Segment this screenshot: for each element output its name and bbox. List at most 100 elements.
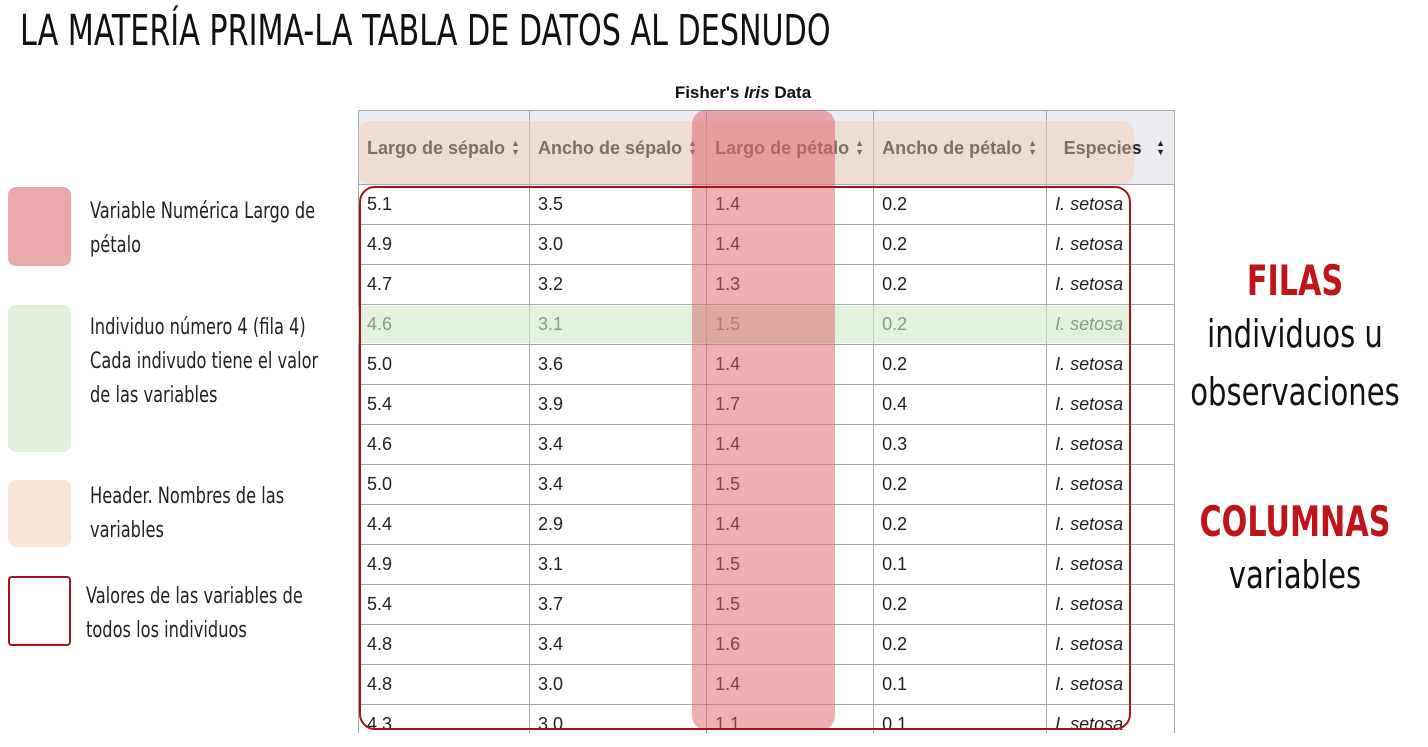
iris-table: Largo de sépalo ▲ ▼ Ancho de sépalo ▲ ▼ Larg…	[357, 110, 1176, 745]
table-row: 4.6 3.1 1.5 0.2 I. setosa	[357, 304, 1176, 345]
column-header-petal-length[interactable]: Largo de pétalo ▲ ▼	[706, 110, 875, 185]
table-row: 5.4 3.7 1.5 0.2 I. setosa	[357, 584, 1176, 625]
value-cell: 3.4	[529, 624, 708, 665]
species-cell: I. setosa	[1046, 664, 1176, 705]
value-cell: 1.4	[706, 184, 875, 225]
value-cell: 1.4	[706, 224, 875, 265]
bottom-clip	[0, 733, 1428, 747]
value-cell: 3.2	[529, 264, 708, 305]
table-row: 4.8 3.0 1.4 0.1 I. setosa	[357, 664, 1176, 705]
rows-subtitle-line1: individuos u	[1207, 312, 1383, 356]
table-row: 5.4 3.9 1.7 0.4 I. setosa	[357, 384, 1176, 425]
legend-swatch-orange	[8, 480, 71, 547]
value-cell: 2.9	[529, 504, 708, 545]
legend-text: Individuo número 4 (fila 4) Cada indivud…	[90, 315, 319, 408]
value-cell: 3.1	[529, 544, 708, 585]
value-cell: 1.7	[706, 384, 875, 425]
species-cell: I. setosa	[1046, 504, 1176, 545]
value-cell: 3.4	[529, 464, 708, 505]
rows-heading: FILAS	[1246, 256, 1344, 305]
value-cell: 4.7	[357, 264, 531, 305]
table-row: 4.4 2.9 1.4 0.2 I. setosa	[357, 504, 1176, 545]
value-cell: 3.0	[529, 664, 708, 705]
value-cell: 0.2	[873, 584, 1048, 625]
value-cell: 5.4	[357, 584, 531, 625]
species-cell: I. setosa	[1046, 224, 1176, 265]
legend-text: Valores de las variables de todos los in…	[86, 584, 303, 643]
table-row: 5.0 3.4 1.5 0.2 I. setosa	[357, 464, 1176, 505]
value-cell: 0.2	[873, 504, 1048, 545]
value-cell: 0.2	[873, 264, 1048, 305]
legend-swatch-red	[8, 187, 71, 266]
legend-swatch-green	[8, 305, 71, 452]
value-cell: 5.4	[357, 384, 531, 425]
value-cell: 5.0	[357, 464, 531, 505]
columns-explanation: COLUMNAS variables	[1170, 497, 1420, 604]
value-cell: 0.3	[873, 424, 1048, 465]
value-cell: 4.9	[357, 224, 531, 265]
value-cell: 4.8	[357, 624, 531, 665]
value-cell: 3.5	[529, 184, 708, 225]
table-row: 5.1 3.5 1.4 0.2 I. setosa	[357, 184, 1176, 225]
table-row: 4.7 3.2 1.3 0.2 I. setosa	[357, 264, 1176, 305]
value-cell: 3.0	[529, 224, 708, 265]
rows-explanation: FILAS individuos u observaciones	[1170, 256, 1420, 421]
value-cell: 0.2	[873, 344, 1048, 385]
value-cell: 0.2	[873, 224, 1048, 265]
value-cell: 1.5	[706, 544, 875, 585]
columns-subtitle: variables	[1228, 553, 1362, 597]
species-cell: I. setosa	[1046, 264, 1176, 305]
species-cell: I. setosa	[1046, 424, 1176, 465]
column-header-petal-width[interactable]: Ancho de pétalo ▲ ▼	[873, 110, 1048, 185]
value-cell: 4.6	[357, 424, 531, 465]
value-cell: 1.5	[706, 584, 875, 625]
species-cell: I. setosa	[1046, 464, 1176, 505]
value-cell: 5.1	[357, 184, 531, 225]
value-cell: 1.4	[706, 424, 875, 465]
value-cell: 1.4	[706, 664, 875, 705]
table-row: 4.9 3.0 1.4 0.2 I. setosa	[357, 224, 1176, 265]
table-row: 4.6 3.4 1.4 0.3 I. setosa	[357, 424, 1176, 465]
table-row: 5.0 3.6 1.4 0.2 I. setosa	[357, 344, 1176, 385]
value-cell: 1.4	[706, 344, 875, 385]
value-cell: 3.1	[529, 304, 708, 345]
species-cell: I. setosa	[1046, 384, 1176, 425]
table-row: 4.8 3.4 1.6 0.2 I. setosa	[357, 624, 1176, 665]
value-cell: 0.4	[873, 384, 1048, 425]
value-cell: 0.1	[873, 664, 1048, 705]
value-cell: 0.2	[873, 184, 1048, 225]
slide-title: LA MATERÍA PRIMA-LA TABLA DE DATOS AL DE…	[20, 6, 831, 56]
value-cell: 0.2	[873, 304, 1048, 345]
species-cell: I. setosa	[1046, 624, 1176, 665]
value-cell: 1.5	[706, 464, 875, 505]
value-cell: 3.9	[529, 384, 708, 425]
value-cell: 5.0	[357, 344, 531, 385]
value-cell: 0.1	[873, 544, 1048, 585]
legend-text: Header. Nombres de las variables	[90, 484, 285, 543]
sort-arrows-icon[interactable]: ▲ ▼	[1028, 137, 1038, 157]
legend-swatch-frame	[8, 576, 71, 646]
column-header-sepal-width[interactable]: Ancho de sépalo ▲ ▼	[529, 110, 708, 185]
value-cell: 4.6	[357, 304, 531, 345]
value-cell: 0.2	[873, 624, 1048, 665]
value-cell: 0.2	[873, 464, 1048, 505]
value-cell: 4.4	[357, 504, 531, 545]
species-cell: I. setosa	[1046, 584, 1176, 625]
value-cell: 4.8	[357, 664, 531, 705]
column-header-species[interactable]: Especies ▲ ▼	[1046, 110, 1176, 185]
sort-arrows-icon[interactable]: ▲ ▼	[1156, 137, 1166, 157]
table-caption: Fisher's Iris Data	[674, 83, 812, 102]
value-cell: 1.4	[706, 504, 875, 545]
value-cell: 1.5	[706, 304, 875, 345]
columns-heading: COLUMNAS	[1199, 497, 1391, 546]
rows-subtitle-line2: observaciones	[1190, 370, 1400, 414]
sort-arrows-icon[interactable]: ▲ ▼	[855, 137, 865, 157]
legend-text: Variable Numérica Largo de pétalo	[90, 199, 316, 258]
species-cell: I. setosa	[1046, 544, 1176, 585]
column-header-sepal-length[interactable]: Largo de sépalo ▲ ▼	[357, 110, 531, 185]
value-cell: 1.6	[706, 624, 875, 665]
value-cell: 3.4	[529, 424, 708, 465]
species-cell: I. setosa	[1046, 184, 1176, 225]
sort-arrows-icon[interactable]: ▲ ▼	[511, 137, 520, 157]
sort-arrows-icon[interactable]: ▲ ▼	[688, 137, 697, 157]
